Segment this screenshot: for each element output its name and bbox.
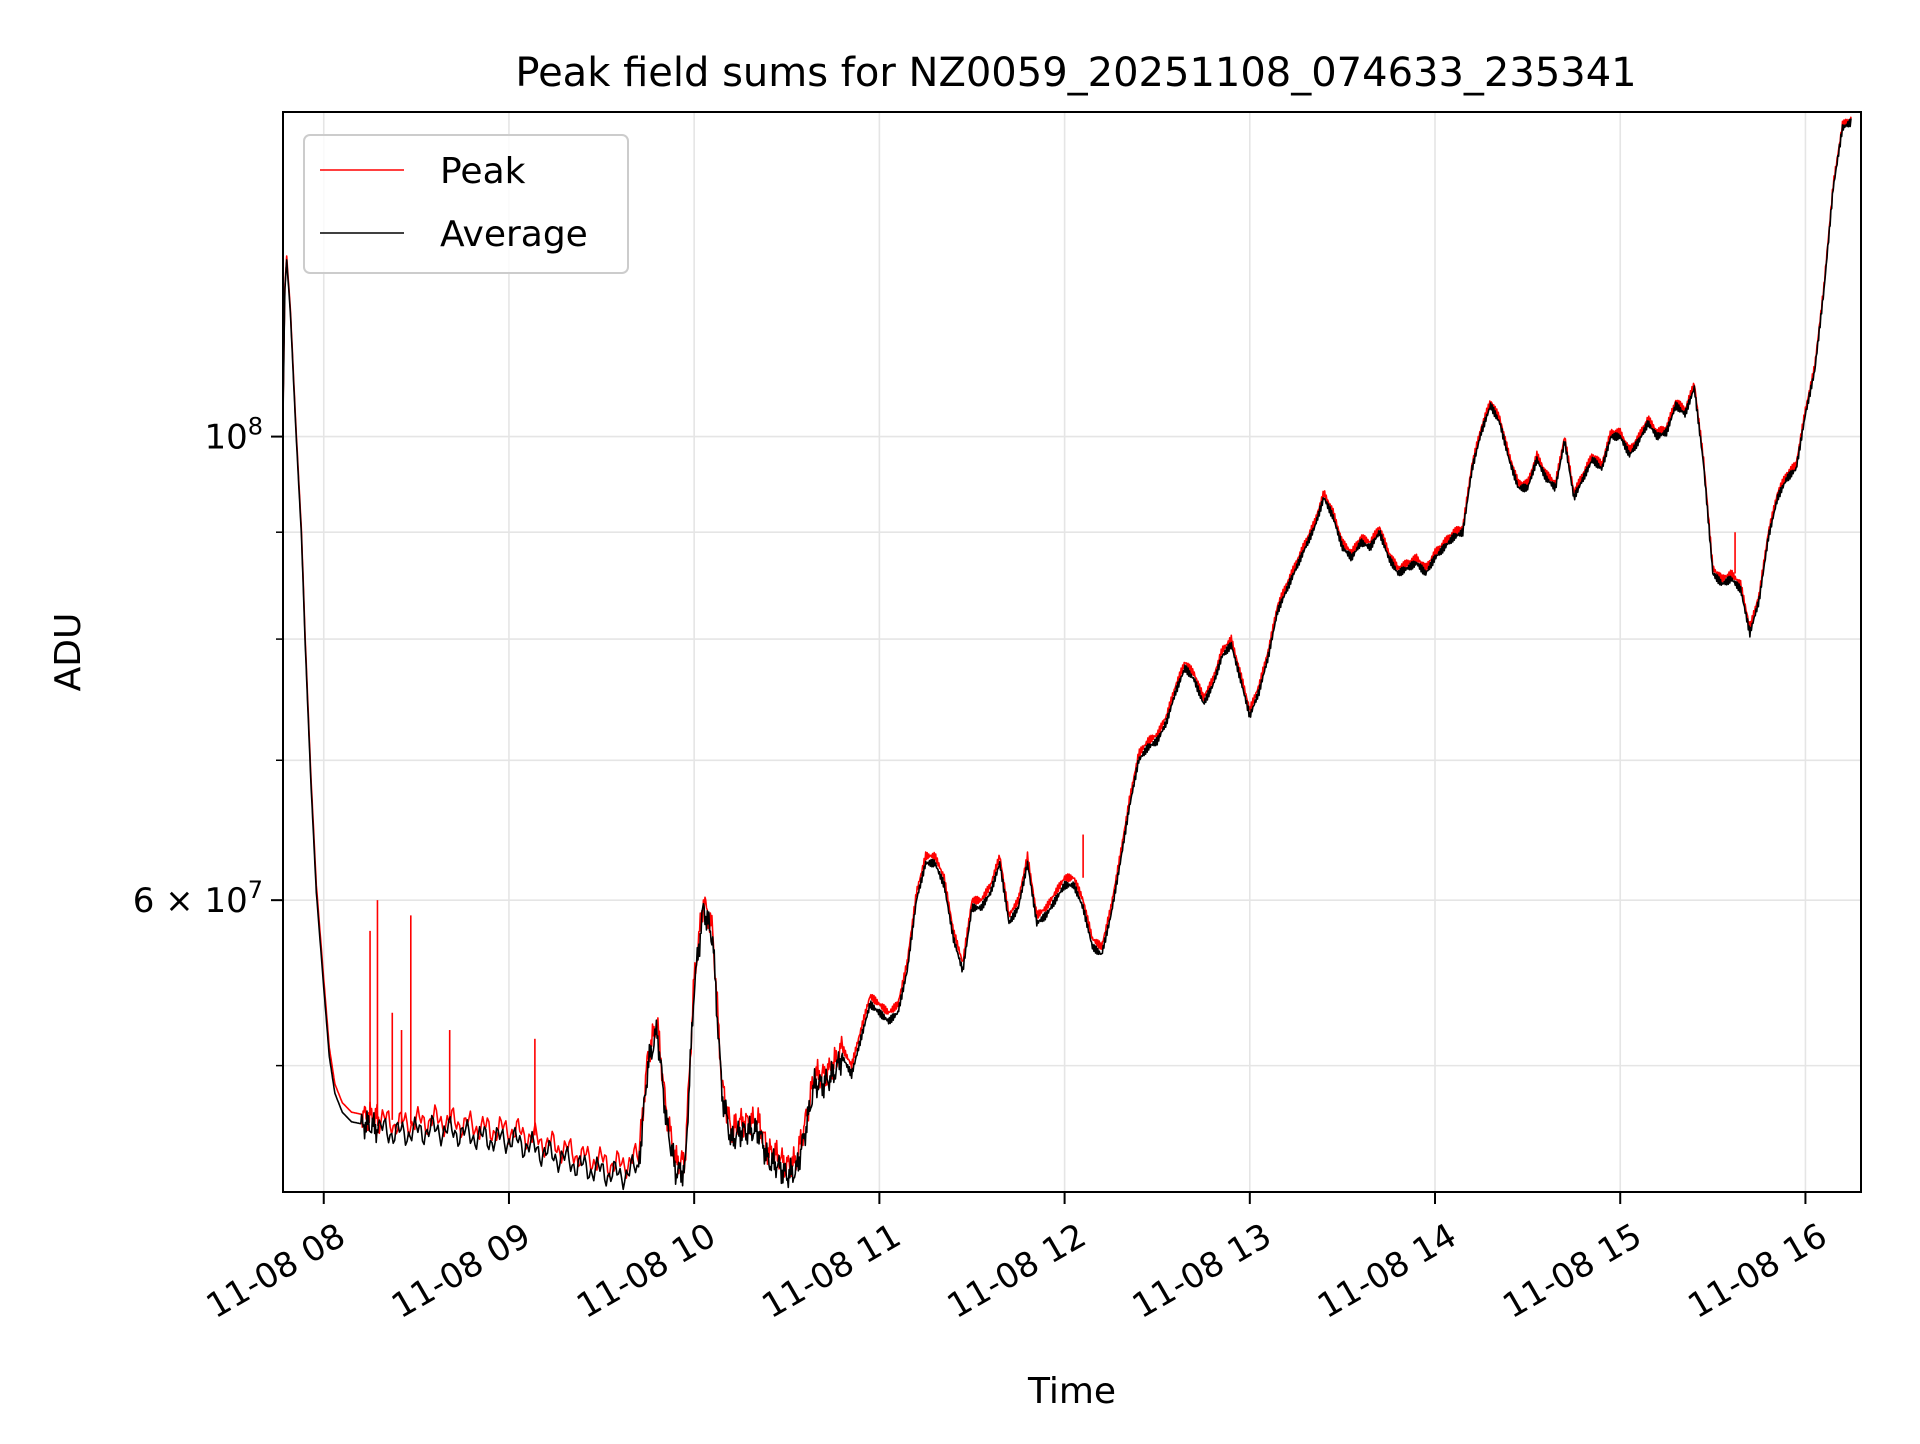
chart-title: Peak field sums for NZ0059_20251108_0746… bbox=[515, 50, 1636, 96]
legend: Peak Average bbox=[303, 134, 629, 274]
series-layer bbox=[283, 116, 1852, 1191]
plot-frame bbox=[282, 111, 1862, 1193]
y-axis-ticks: 108 6 × 107 bbox=[133, 413, 283, 1067]
y-axis-label: ADU bbox=[48, 613, 89, 692]
legend-label-peak: Peak bbox=[440, 151, 526, 192]
series-line-peak bbox=[283, 116, 1852, 1179]
series-line-average bbox=[283, 118, 1852, 1191]
y-tick-label: 108 bbox=[204, 413, 263, 458]
x-axis-label: Time bbox=[1027, 1371, 1116, 1412]
legend-label-average: Average bbox=[440, 214, 588, 255]
grid bbox=[283, 112, 1861, 1192]
y-tick-label: 6 × 107 bbox=[133, 876, 263, 921]
